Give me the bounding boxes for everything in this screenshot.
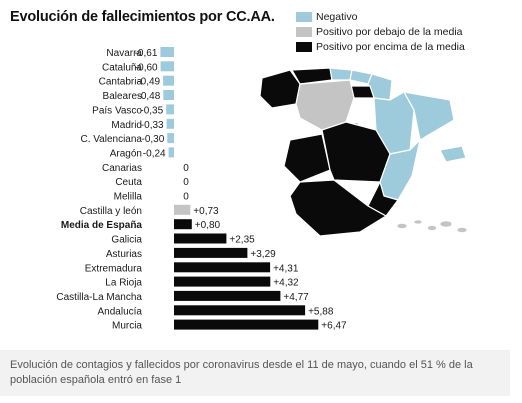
bar	[174, 305, 306, 316]
map-region-canarias	[396, 223, 408, 229]
bar	[174, 262, 271, 273]
bar	[174, 247, 248, 258]
bar	[174, 290, 281, 301]
category-label: Castilla-La Mancha	[56, 292, 142, 303]
category-label: Baleares	[103, 91, 142, 102]
map-region-murcia	[367, 180, 400, 217]
map-region-galicia	[259, 69, 301, 109]
bar	[166, 118, 174, 129]
data-label: -0,33	[141, 120, 164, 131]
bar	[174, 319, 319, 330]
bar	[168, 147, 174, 158]
bar	[174, 219, 192, 230]
category-label: Canarias	[102, 163, 142, 174]
data-label: -0,61	[135, 48, 158, 59]
category-label: Media de España	[61, 220, 143, 231]
map-region-canarias	[413, 219, 423, 225]
legend-item-below-mean: Positivo por debajo de la media	[296, 25, 465, 39]
data-label: +4,32	[273, 278, 299, 289]
category-label: Extremadura	[85, 263, 143, 274]
data-label: 0	[183, 192, 189, 203]
map-region-extremadura	[283, 133, 331, 183]
spain-map	[259, 67, 468, 237]
chart-title: Evolución de fallecimientos por CC.AA.	[10, 9, 275, 25]
data-label: +6,47	[321, 321, 347, 332]
map-region-canarias	[456, 227, 468, 233]
data-label: -0,30	[142, 134, 165, 145]
legend-label: Positivo por encima de la media	[316, 41, 465, 53]
category-label: Galicia	[111, 235, 142, 246]
map-region-cantabria	[329, 67, 353, 81]
bar	[160, 47, 174, 57]
category-label: Aragón	[110, 148, 142, 159]
caption: Evolución de contagios y fallecidos por …	[0, 350, 510, 396]
legend-item-above-mean: Positivo por encima de la media	[296, 40, 465, 54]
data-label: +5,88	[308, 306, 334, 317]
data-label: +4,31	[273, 263, 299, 274]
map-region-andaluc-a	[289, 179, 388, 237]
category-label: Murcia	[112, 321, 142, 332]
data-label: 0	[183, 163, 189, 174]
chart-figure: Evolución de fallecimientos por CC.AA. N…	[10, 9, 468, 332]
legend: Negativo Positivo por debajo de la media…	[296, 10, 465, 55]
bar	[163, 75, 174, 86]
legend-label: Positivo por debajo de la media	[316, 26, 463, 38]
bar	[166, 104, 174, 115]
legend-swatch-below-mean	[296, 27, 312, 37]
data-label: -0,35	[140, 105, 163, 116]
category-label: Cataluña	[102, 62, 142, 73]
map-region-baleares	[439, 145, 467, 163]
category-label: C. Valenciana	[80, 134, 142, 145]
category-label: Castilla y león	[80, 206, 142, 217]
category-label: Ceuta	[115, 177, 142, 188]
category-label: La Rioja	[105, 278, 142, 289]
data-label: +4,77	[283, 292, 309, 303]
data-label: 0	[183, 177, 189, 188]
category-label: Cantabria	[99, 77, 143, 88]
category-label: Andalucía	[98, 306, 143, 317]
map-region-canarias	[439, 220, 453, 228]
bar	[163, 90, 174, 100]
data-label: +0,73	[193, 206, 219, 217]
category-label: Asturias	[106, 249, 142, 260]
data-label: -0,49	[137, 77, 160, 88]
data-label: -0,48	[138, 91, 161, 102]
map-region-catalu-a	[402, 91, 455, 141]
category-label: Navarra	[106, 48, 142, 59]
legend-item-negative: Negativo	[296, 10, 465, 24]
bar	[174, 276, 271, 287]
legend-swatch-negative	[296, 12, 312, 22]
bar	[167, 133, 174, 144]
bar-series: Navarra-0,61 Cataluña-0,60 Cantabria-0,49 B…	[56, 47, 347, 332]
data-label: +2,35	[229, 235, 255, 246]
category-label: País Vasco	[92, 105, 142, 116]
data-label: -0,24	[143, 148, 166, 159]
legend-swatch-above-mean	[296, 42, 312, 52]
legend-label: Negativo	[316, 11, 358, 23]
data-label: +0,80	[195, 220, 221, 231]
bar	[174, 233, 227, 244]
data-label: +3,29	[250, 249, 276, 260]
chart-canvas: Navarra-0,61 Cataluña-0,60 Cantabria-0,49 B…	[56, 47, 468, 332]
map-region-canarias	[427, 225, 437, 231]
category-label: Melilla	[114, 192, 143, 203]
category-label: Madrid	[111, 120, 142, 131]
data-label: -0,60	[135, 62, 158, 73]
bar	[160, 61, 174, 72]
bar	[174, 204, 191, 215]
